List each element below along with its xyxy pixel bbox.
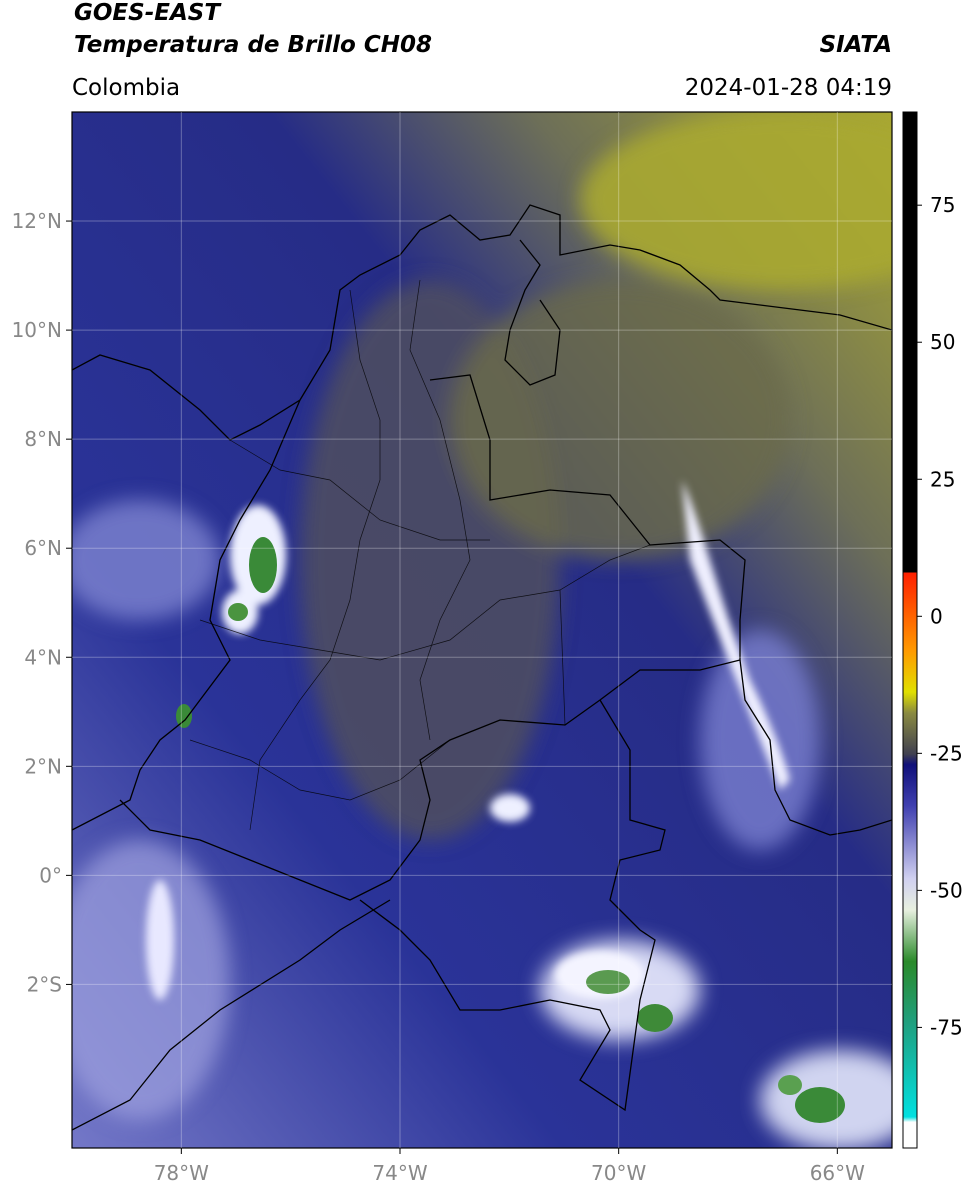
y-tick-label: 4°N xyxy=(24,645,62,669)
y-tick-label: 12°N xyxy=(12,209,62,233)
satellite-image xyxy=(72,112,892,1148)
y-tick-label: 0° xyxy=(39,863,62,887)
x-tick-label: 66°W xyxy=(810,1161,865,1185)
colorbar-tick-label: -75 xyxy=(930,1015,963,1039)
x-tick-label: 74°W xyxy=(372,1161,427,1185)
colorbar-tick-label: -50 xyxy=(930,878,963,902)
colorbar xyxy=(902,111,918,1149)
colorbar-ticks: 75 50 25 0 -25 -50 -75 xyxy=(917,193,963,1039)
y-tick-label: 2°S xyxy=(27,972,62,996)
subtitle: Temperatura de Brillo CH08 xyxy=(74,32,432,58)
colorbar-tick-label: 50 xyxy=(930,330,955,354)
colorbar-tick-label: 25 xyxy=(930,467,955,491)
colorbar-tick-label: -25 xyxy=(930,741,963,765)
y-tick-label: 10°N xyxy=(12,318,62,342)
colorbar-tick-label: 75 xyxy=(930,193,955,217)
title: GOES-EAST xyxy=(74,0,222,26)
x-tick-label: 78°W xyxy=(154,1161,209,1185)
x-tick-label: 70°W xyxy=(591,1161,646,1185)
colorbar-tick-label: 0 xyxy=(930,604,943,628)
y-tick-label: 6°N xyxy=(24,536,62,560)
datetime: 2024-01-28 04:19 xyxy=(685,75,892,101)
y-tick-label: 8°N xyxy=(24,427,62,451)
graticule: 78°W 74°W 70°W 66°W 12°N 10°N 8°N 6°N 4°N 2°N 0° 2°… xyxy=(12,112,892,1185)
region: Colombia xyxy=(72,75,180,101)
source: SIATA xyxy=(820,32,892,58)
map-frame xyxy=(71,111,893,1149)
y-tick-label: 2°N xyxy=(24,754,62,778)
